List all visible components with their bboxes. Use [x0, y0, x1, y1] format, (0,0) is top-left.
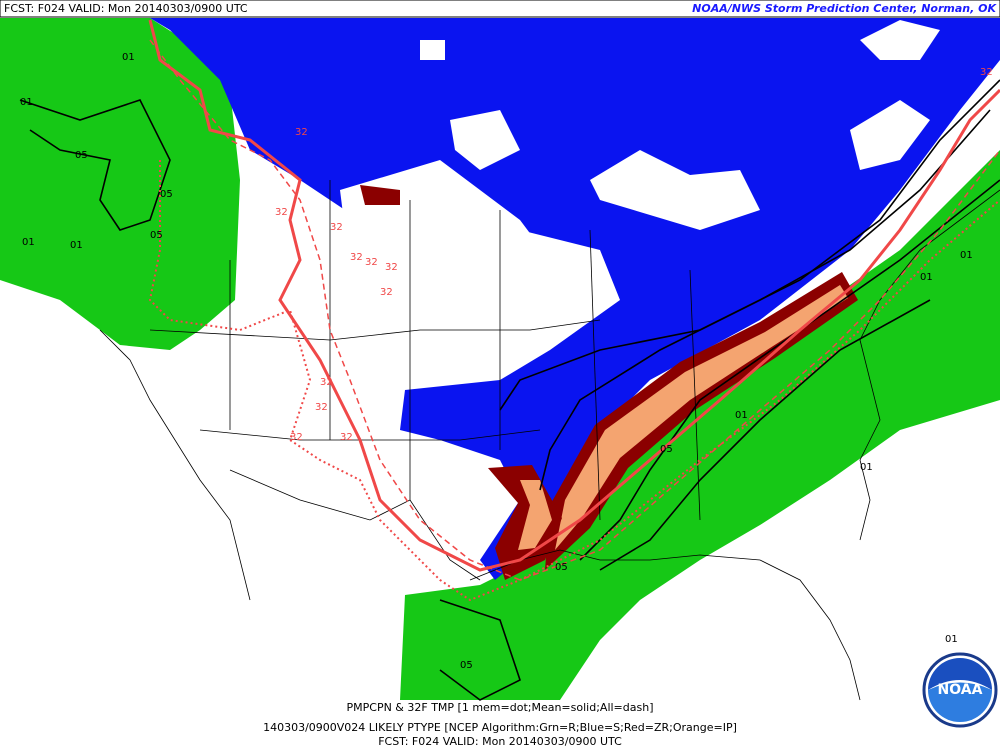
noaa-logo: NOAA — [922, 652, 998, 728]
rain-area — [0, 18, 240, 350]
contour-label: 32 — [320, 377, 333, 388]
ice-pellet-area — [555, 285, 848, 550]
state-border — [589, 229, 601, 521]
contour-label: 32 — [290, 432, 303, 443]
logo-top — [928, 658, 992, 690]
state-border — [409, 499, 481, 581]
contour — [579, 179, 1000, 561]
coastline — [99, 329, 251, 601]
contour-label: 05 — [150, 230, 163, 241]
contour-label: 32 — [980, 67, 993, 78]
state-border — [689, 269, 701, 521]
state-border — [149, 319, 601, 341]
boundaries — [99, 180, 1000, 701]
contour-label: 01 — [22, 237, 35, 248]
header-left: FCST: F024 VALID: Mon 20140303/0900 UTC — [4, 2, 248, 15]
contour — [539, 109, 991, 491]
contour-label: 05 — [460, 660, 473, 671]
no-precip-area — [850, 100, 930, 170]
state-border — [199, 429, 541, 441]
header-bar — [0, 0, 1000, 18]
contour-label: 32 — [350, 252, 363, 263]
contour-label: 32 — [275, 207, 288, 218]
header-right: NOAA/NWS Storm Prediction Center, Norman… — [692, 2, 997, 15]
coastline — [859, 189, 1000, 541]
precip-contours — [19, 79, 1000, 701]
contour-label: 05 — [75, 150, 88, 161]
no-precip-area — [450, 110, 520, 170]
contour-label: 05 — [660, 444, 673, 455]
contour-label: 32 — [365, 257, 378, 268]
no-precip-area — [590, 150, 760, 230]
footer-line: PMPCPN & 32F TMP [1 mem=dot;Mean=solid;A… — [347, 701, 654, 714]
contour-label: 32 — [315, 402, 328, 413]
freezing-lines — [148, 19, 1000, 602]
contour-label: 32 — [295, 127, 308, 138]
footer-line: FCST: F024 VALID: Mon 20140303/0900 UTC — [378, 735, 622, 748]
contour-label: 05 — [160, 189, 173, 200]
contour-label: 32 — [380, 287, 393, 298]
contour — [599, 299, 931, 571]
contour — [439, 599, 521, 701]
contour-label: 01 — [735, 410, 748, 421]
contour-label: 01 — [122, 52, 135, 63]
contour-label: 01 — [920, 272, 933, 283]
contour-label: 01 — [860, 462, 873, 473]
coastline — [469, 549, 861, 701]
contour-label: 01 — [70, 240, 83, 251]
contour-label: 32 — [330, 222, 343, 233]
no-precip-area — [860, 20, 940, 60]
contour-label: 05 — [555, 562, 568, 573]
snow-area — [150, 18, 1000, 580]
logo-text: NOAA — [938, 682, 983, 698]
contour — [19, 99, 171, 231]
no-precip-area — [340, 160, 580, 385]
no-precip-area — [420, 40, 445, 60]
contour-label: 01 — [20, 97, 33, 108]
contour-label: 01 — [960, 250, 973, 261]
contour-label: 01 — [945, 634, 958, 645]
freezing-line-all — [149, 39, 1000, 581]
ice-pellet-area — [518, 480, 552, 550]
contour-label: 32 — [385, 262, 398, 273]
freezing-line-mean — [148, 19, 1000, 572]
contour-label: 32 — [340, 432, 353, 443]
freezing-line-member — [148, 160, 1000, 602]
freezing-rain-area — [360, 185, 400, 205]
footer-line: 140303/0900V024 LIKELY PTYPE [NCEP Algor… — [263, 721, 737, 734]
logo-bottom — [928, 682, 992, 722]
